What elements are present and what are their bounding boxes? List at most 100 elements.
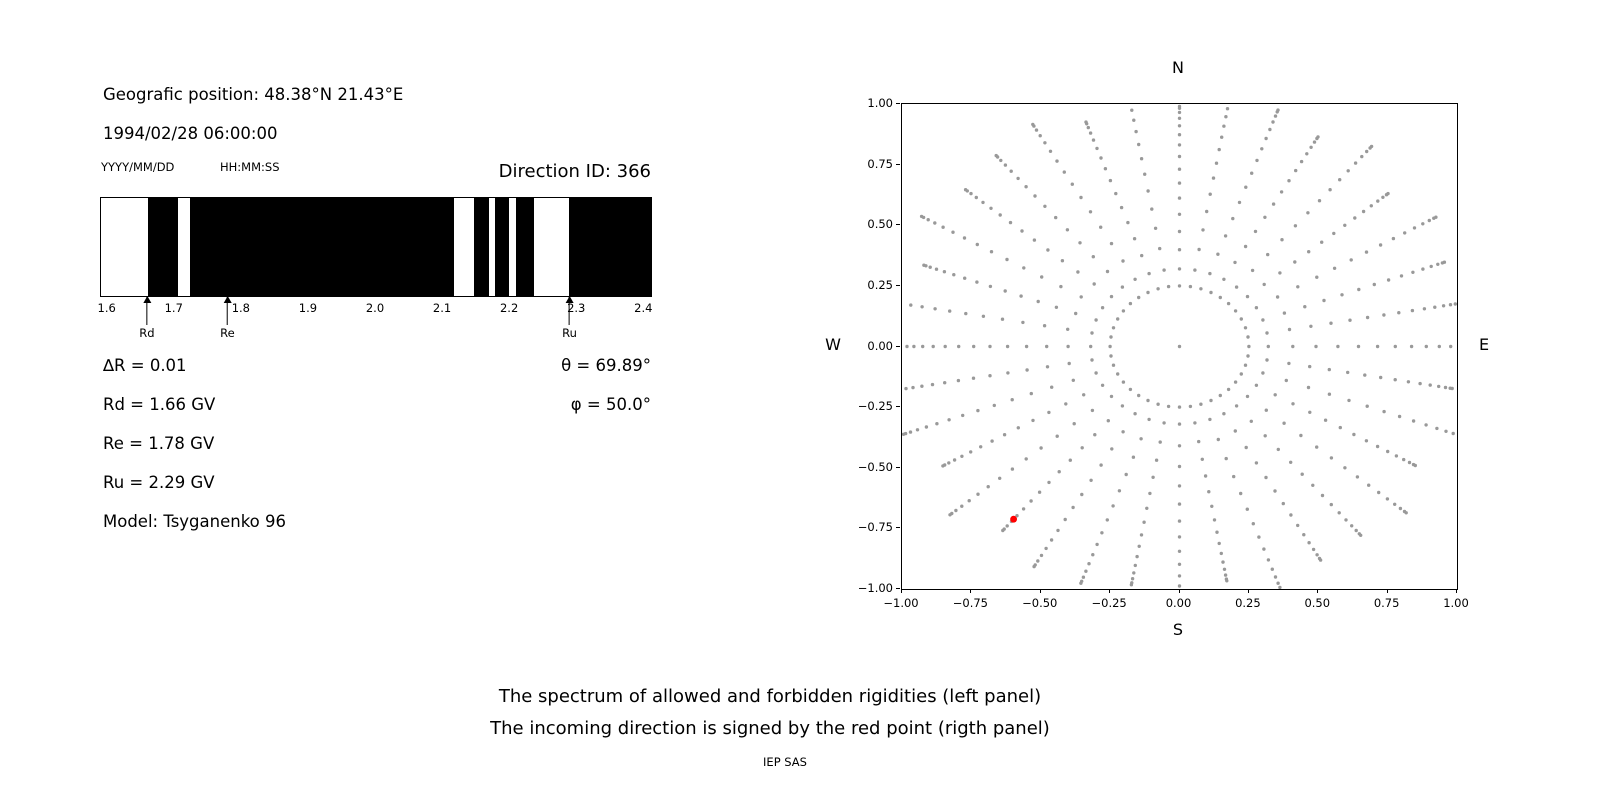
asymptotic-direction-dot (1150, 207, 1154, 211)
asymptotic-direction-dot (1134, 129, 1138, 134)
asymptotic-direction-dot (1346, 169, 1350, 173)
ru-text: Ru = 2.29 GV (103, 473, 215, 492)
asymptotic-direction-dot (1218, 295, 1222, 300)
asymptotic-direction-dot (1016, 176, 1020, 181)
asymptotic-direction-dot (1147, 417, 1151, 422)
asymptotic-direction-dot (1040, 275, 1044, 279)
asymptotic-direction-dot (1332, 266, 1337, 270)
asymptotic-direction-dot (1132, 237, 1137, 241)
asymptotic-direction-dot (1360, 154, 1364, 159)
asymptotic-direction-dot (1239, 317, 1243, 321)
asymptotic-direction-dot (1354, 528, 1358, 533)
footer-credit: IEP SAS (763, 755, 807, 769)
asymptotic-direction-dot (1296, 285, 1300, 289)
asymptotic-direction-dot (1303, 305, 1307, 309)
asymptotic-direction-dot (1016, 426, 1020, 430)
asymptotic-direction-dot (1364, 439, 1369, 443)
asymptotic-direction-dot (1245, 294, 1250, 299)
asymptotic-direction-dot (1308, 410, 1312, 414)
asymptotic-direction-dot (919, 214, 924, 219)
x-tick-label: 1.00 (1443, 596, 1469, 610)
asymptotic-direction-dot (1121, 259, 1125, 263)
asymptotic-direction-dot (1188, 404, 1193, 409)
asymptotic-direction-dot (1002, 433, 1007, 437)
asymptotic-direction-dot (1243, 326, 1248, 330)
asymptotic-direction-dot (1409, 344, 1414, 349)
asymptotic-direction-dot (1188, 284, 1193, 289)
asymptotic-direction-dot (1054, 305, 1059, 309)
x-tick-label: −0.50 (1022, 596, 1058, 610)
asymptotic-direction-dot (1282, 311, 1287, 315)
rigidity-marker-label: Rd (139, 326, 155, 340)
asymptotic-direction-dot (926, 218, 930, 222)
asymptotic-direction-dot (1177, 196, 1182, 200)
direction-plot-svg (902, 104, 1457, 589)
asymptotic-direction-dot (1094, 318, 1098, 322)
asymptotic-direction-dot (1036, 559, 1040, 563)
asymptotic-direction-dot (989, 206, 993, 210)
asymptotic-direction-dot (1049, 538, 1054, 542)
forbidden-rigidity-segment (147, 198, 179, 296)
asymptotic-direction-dot (1276, 581, 1280, 585)
asymptotic-direction-dot (1263, 434, 1267, 438)
asymptotic-direction-dot (1119, 205, 1124, 210)
asymptotic-direction-dot (1293, 224, 1298, 228)
asymptotic-direction-dot (1109, 394, 1114, 399)
asymptotic-direction-dot (1302, 533, 1306, 537)
asymptotic-direction-dot (1222, 124, 1226, 128)
asymptotic-direction-dot (1089, 478, 1093, 482)
asymptotic-direction-dot (1340, 293, 1344, 297)
asymptotic-direction-dot (1031, 418, 1035, 423)
asymptotic-direction-dot (933, 221, 937, 225)
asymptotic-direction-dot (943, 344, 947, 349)
asymptotic-direction-dot (1365, 315, 1370, 320)
x-tick-label: 0.25 (1235, 596, 1261, 610)
asymptotic-direction-dot (1006, 371, 1010, 375)
asymptotic-direction-dot (1356, 344, 1361, 349)
asymptotic-direction-dot (1412, 226, 1417, 230)
asymptotic-direction-dot (1087, 562, 1091, 566)
asymptotic-direction-dot (1311, 547, 1316, 552)
asymptotic-direction-dot (974, 195, 978, 200)
asymptotic-direction-dot (1005, 257, 1009, 262)
asymptotic-direction-dot (1021, 320, 1025, 325)
asymptotic-direction-dot (1448, 303, 1453, 307)
x-tick-label: 0.50 (1304, 596, 1331, 610)
forbidden-rigidity-segment (473, 198, 489, 296)
direction-id-text: Direction ID: 366 (498, 161, 651, 182)
asymptotic-direction-dot (1121, 380, 1126, 384)
asymptotic-direction-dot (1287, 361, 1291, 366)
asymptotic-direction-dot (976, 492, 980, 496)
asymptotic-direction-dot (1336, 344, 1340, 349)
asymptotic-direction-dot (1219, 551, 1223, 556)
asymptotic-direction-dot (922, 263, 926, 267)
asymptotic-direction-dot (1249, 419, 1253, 423)
asymptotic-direction-dot (934, 267, 939, 271)
asymptotic-direction-dot (1139, 157, 1144, 161)
asymptotic-direction-dot (1021, 507, 1026, 511)
asymptotic-direction-dot (1305, 152, 1309, 156)
asymptotic-direction-dot (1276, 108, 1280, 112)
asymptotic-direction-dot (1019, 294, 1023, 298)
asymptotic-direction-dot (1378, 243, 1383, 247)
asymptotic-direction-dot (1261, 318, 1265, 322)
asymptotic-direction-dot (1352, 432, 1356, 437)
asymptotic-direction-dot (1435, 426, 1439, 431)
asymptotic-direction-dot (1129, 583, 1134, 587)
y-tick-mark (896, 466, 900, 468)
y-tick-label: 0.75 (867, 156, 893, 171)
asymptotic-direction-dot (1353, 216, 1357, 220)
forbidden-rigidity-segment (568, 198, 651, 296)
asymptotic-direction-dot (1243, 363, 1248, 367)
asymptotic-direction-dot (951, 230, 955, 234)
asymptotic-direction-dot (1034, 128, 1039, 132)
asymptotic-direction-dot (1056, 528, 1060, 533)
asymptotic-direction-dot (1299, 159, 1304, 164)
asymptotic-direction-dot (1143, 172, 1147, 176)
asymptotic-direction-dot (999, 158, 1003, 163)
asymptotic-direction-dot (1273, 489, 1277, 493)
asymptotic-direction-dot (1262, 282, 1266, 287)
asymptotic-direction-dot (948, 513, 952, 517)
asymptotic-direction-dot (1377, 490, 1381, 495)
asymptotic-direction-dot (933, 307, 937, 311)
